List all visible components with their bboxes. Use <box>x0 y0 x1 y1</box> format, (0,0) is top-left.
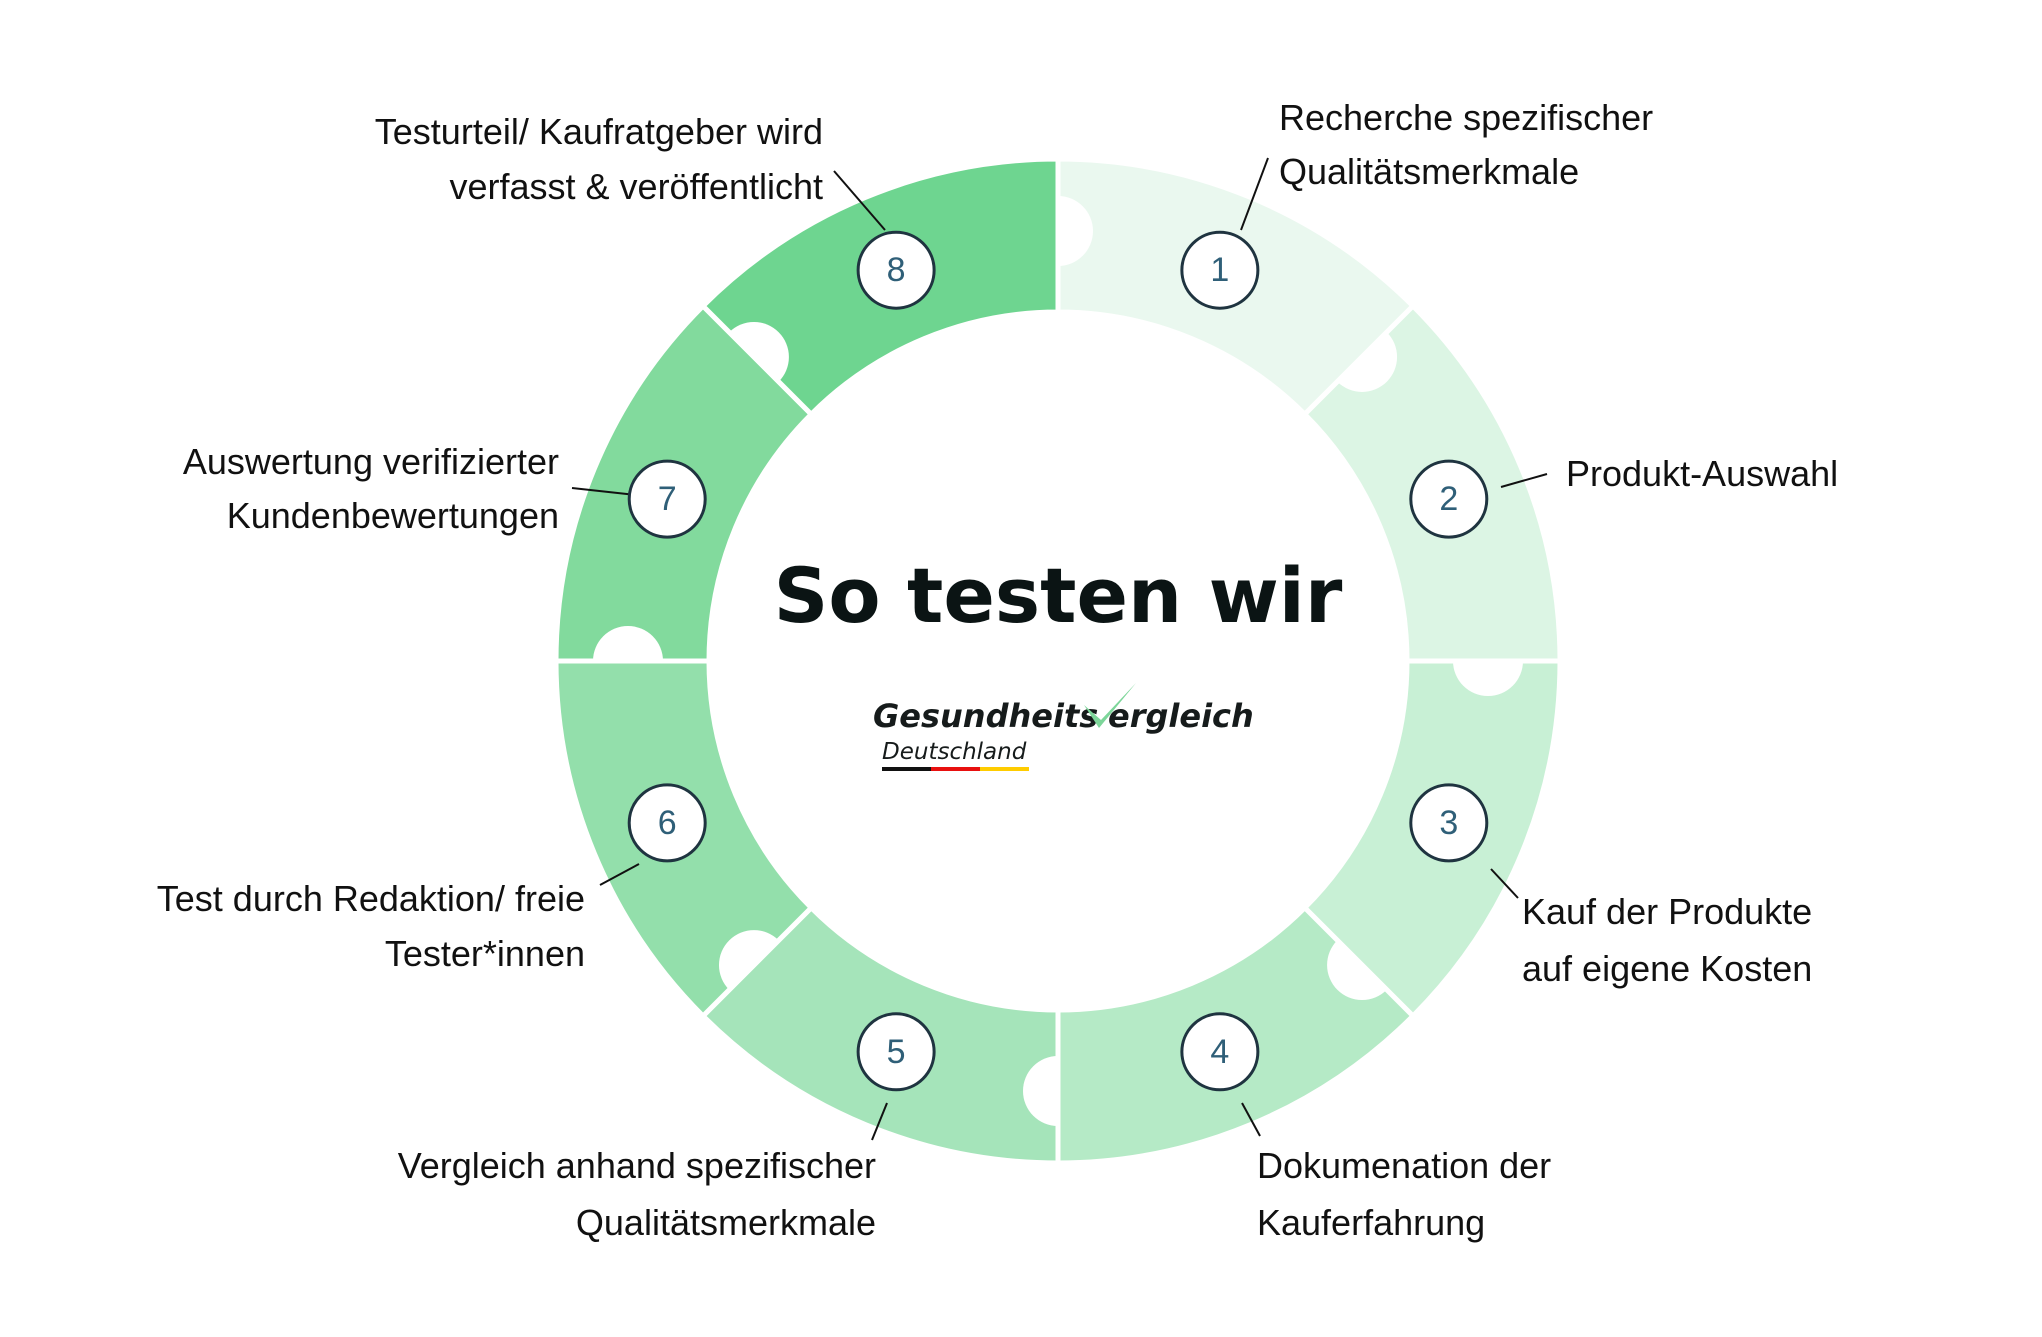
step-badge-5: 5 <box>856 1012 936 1092</box>
step-badge-6: 6 <box>627 783 707 863</box>
checkmark-icon <box>1084 683 1136 728</box>
leader-line-1 <box>1240 157 1269 231</box>
step-label-line: Test durch Redaktion/ freie <box>157 878 585 919</box>
leader-line-7 <box>571 487 637 496</box>
leader-line-2 <box>1500 473 1548 488</box>
step-badge-4: 4 <box>1180 1012 1260 1092</box>
step-label-line: Vergleich anhand spezifischer <box>398 1145 876 1186</box>
step-label-line: Tester*innen <box>385 933 585 974</box>
puzzle-notch <box>593 626 663 661</box>
step-badge-8: 8 <box>856 230 936 310</box>
step-label-line: Kauferfahrung <box>1257 1202 1485 1243</box>
badge-circle <box>856 230 936 310</box>
step-label-7: Auswertung verifizierter Kundenbewertunge… <box>183 441 559 536</box>
leader-line-6 <box>599 863 640 886</box>
step-label-line: Kundenbewertungen <box>227 495 559 536</box>
badge-circle <box>627 459 707 539</box>
puzzle-notch <box>1337 332 1398 392</box>
badge-circle <box>627 783 707 863</box>
step-number: 4 <box>1210 1033 1229 1071</box>
leader-line-8 <box>833 170 886 231</box>
step-label-1: Recherche spezifischer Qualitätsmerkmale <box>1279 97 1653 192</box>
step-badges: 1 2 3 4 5 6 7 8 <box>627 230 1489 1092</box>
step-badge-2: 2 <box>1409 459 1489 539</box>
logo-text-part2: ergleich <box>1108 697 1254 735</box>
step-label-line: Recherche spezifischer <box>1279 97 1653 138</box>
step-label-2: Produkt-Auswahl <box>1566 453 1838 494</box>
step-label-line: Kauf der Produkte <box>1522 891 1812 932</box>
leader-line-4 <box>1241 1102 1261 1137</box>
puzzle-notch <box>1327 940 1387 1001</box>
step-badge-3: 3 <box>1409 783 1489 863</box>
step-label-line: auf eigene Kosten <box>1522 948 1812 989</box>
puzzle-notch <box>1023 1056 1058 1126</box>
step-number: 8 <box>887 251 906 289</box>
puzzle-notch <box>729 321 789 382</box>
badge-circle <box>1180 230 1260 310</box>
badge-circle <box>1409 783 1489 863</box>
diagram-title: So testen wir <box>774 551 1343 640</box>
step-number: 6 <box>658 804 677 842</box>
brand-logo: Gesundheits ergleich Deutschland <box>873 683 1254 771</box>
step-label-line: Produkt-Auswahl <box>1566 453 1838 494</box>
badge-circle <box>856 1012 936 1092</box>
step-number: 2 <box>1439 480 1458 518</box>
step-label-6: Test durch Redaktion/ freie Tester*innen <box>157 878 585 974</box>
step-label-3: Kauf der Produkte auf eigene Kosten <box>1522 891 1812 989</box>
step-label-line: Qualitätsmerkmale <box>576 1202 876 1243</box>
step-label-line: Auswertung verifizierter <box>183 441 559 482</box>
badge-circle <box>1409 459 1489 539</box>
logo-text-part1: Gesundheits <box>873 697 1098 735</box>
leader-line-3 <box>1490 868 1519 899</box>
step-badge-1: 1 <box>1180 230 1260 310</box>
step-number: 7 <box>658 480 677 518</box>
step-number: 1 <box>1210 251 1229 289</box>
leader-lines <box>571 157 1548 1141</box>
flag-stripe-gold <box>980 767 1029 771</box>
badge-circle <box>1180 1012 1260 1092</box>
logo-subtitle: Deutschland <box>882 739 1027 765</box>
step-label-8: Testurteil/ Kaufratgeber wird verfasst & … <box>375 111 823 207</box>
step-label-line: Qualitätsmerkmale <box>1279 151 1579 192</box>
step-number: 3 <box>1439 804 1458 842</box>
step-label-4: Dokumenation der Kauferfahrung <box>1257 1145 1551 1243</box>
puzzle-notch <box>1058 196 1093 266</box>
step-label-line: Testurteil/ Kaufratgeber wird <box>375 111 823 152</box>
puzzle-notch <box>1453 661 1523 696</box>
flag-stripe-red <box>931 767 980 771</box>
step-label-5: Vergleich anhand spezifischer Qualitätsme… <box>398 1145 876 1243</box>
step-number: 5 <box>887 1033 906 1071</box>
process-ring <box>553 156 1563 1166</box>
step-badge-7: 7 <box>627 459 707 539</box>
step-labels: Recherche spezifischer Qualitätsmerkmale P… <box>157 97 1838 1243</box>
step-label-line: Dokumenation der <box>1257 1145 1551 1186</box>
leader-line-5 <box>871 1102 888 1141</box>
step-label-line: verfasst & veröffentlicht <box>450 166 824 207</box>
puzzle-notch <box>718 930 779 990</box>
flag-stripe-black <box>882 767 931 771</box>
